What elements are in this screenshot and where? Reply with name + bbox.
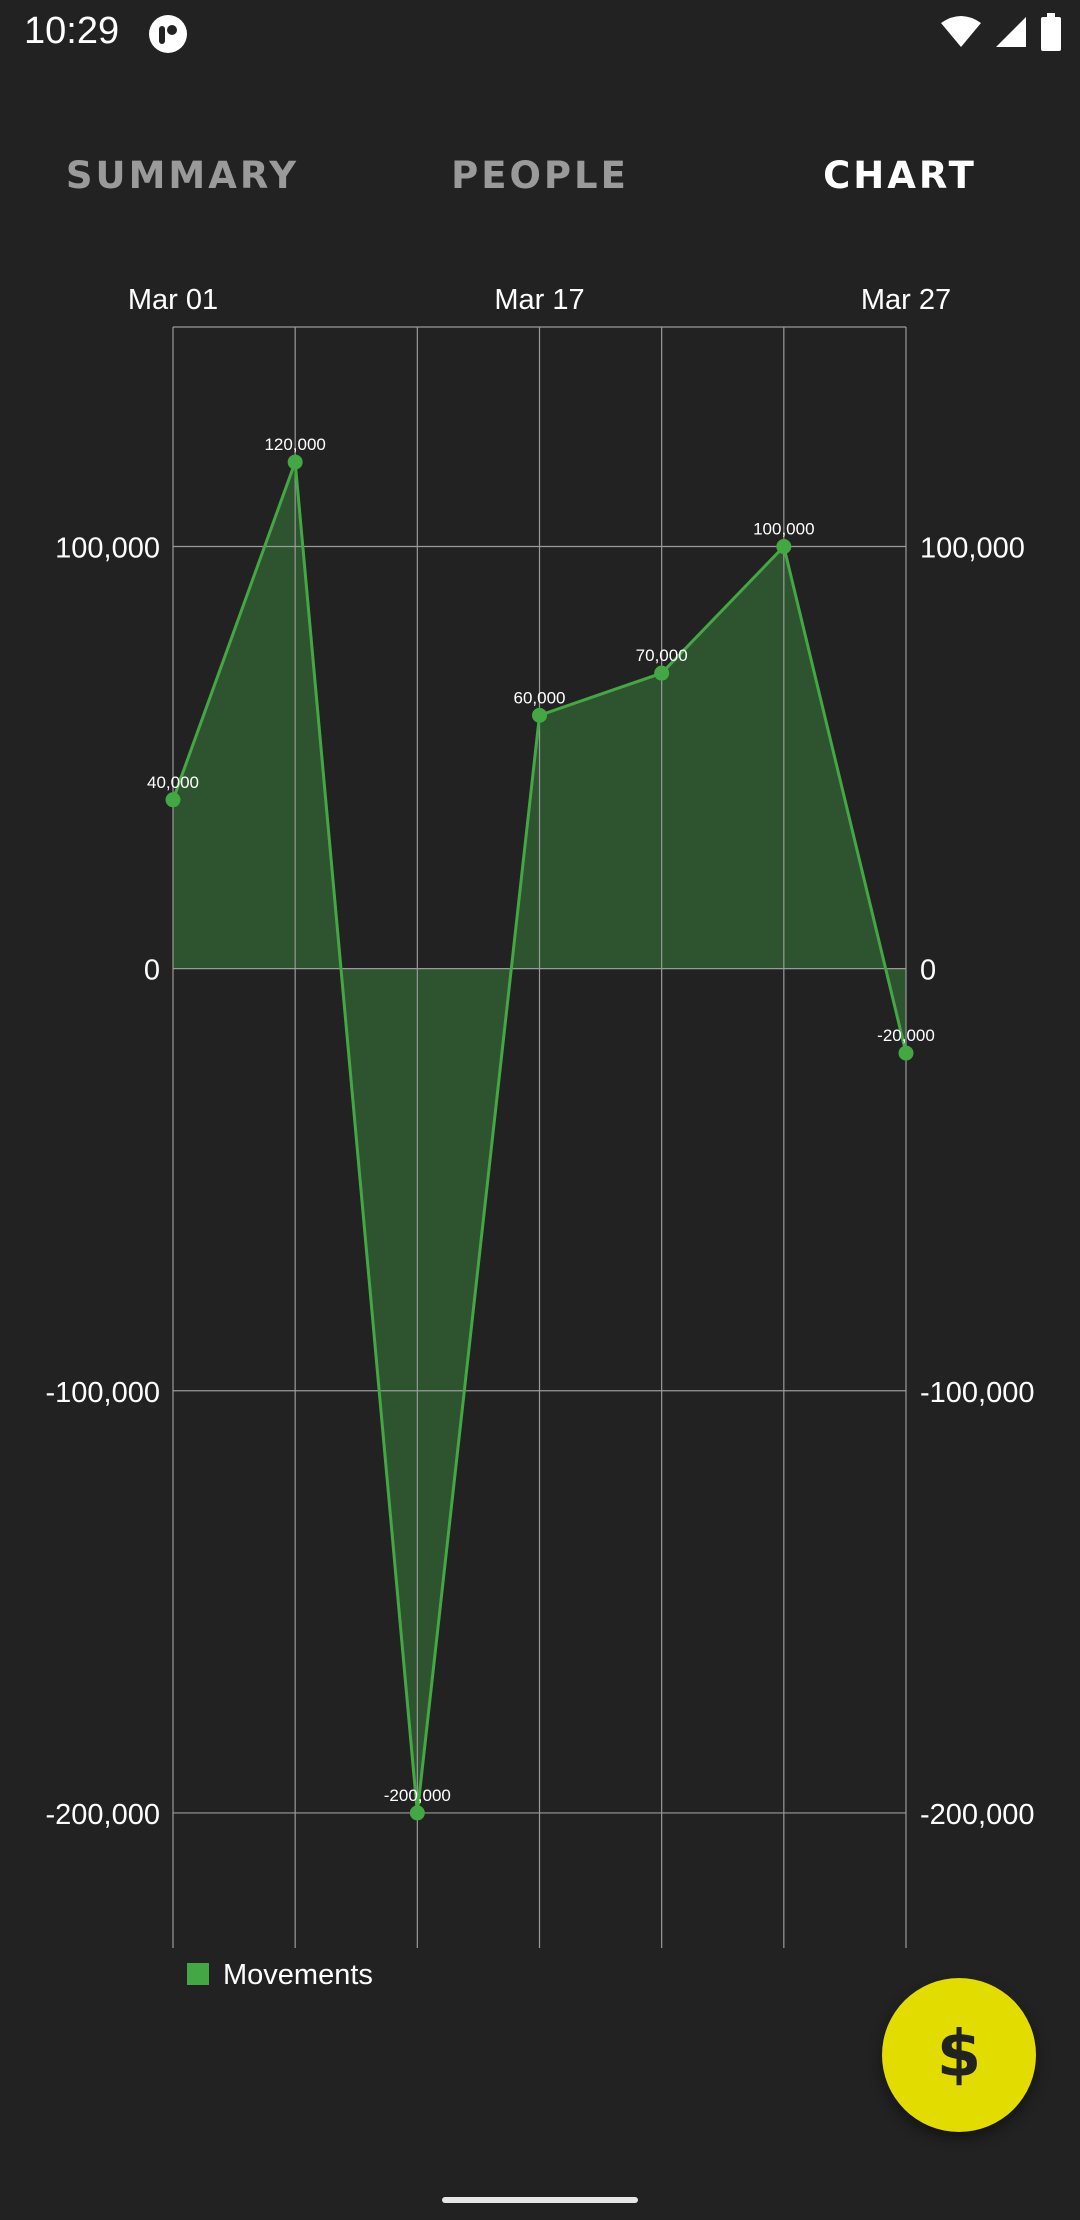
data-point — [898, 1045, 914, 1061]
data-point — [654, 665, 670, 681]
legend-label: Movements — [223, 1959, 373, 1991]
data-point — [532, 707, 547, 723]
legend-swatch — [187, 1963, 209, 1985]
data-label: 60,000 — [514, 688, 566, 707]
tab-people[interactable]: PEOPLE — [451, 154, 629, 197]
y-tick-label-right: -200,000 — [920, 1799, 1035, 1831]
y-tick-label-left: 100,000 — [55, 533, 160, 565]
data-label: -200,000 — [384, 1786, 451, 1805]
status-icons — [940, 12, 1062, 56]
app-notification-icon — [148, 14, 188, 54]
y-tick-label-right: 100,000 — [920, 533, 1025, 565]
battery-icon — [1040, 12, 1062, 56]
y-tick-label-left: -100,000 — [46, 1377, 161, 1409]
series-area-fill — [173, 462, 906, 1813]
tab-summary[interactable]: SUMMARY — [65, 154, 300, 197]
y-tick-label-left: -200,000 — [46, 1799, 161, 1831]
data-label: 120,000 — [264, 435, 325, 454]
dollar-icon: $ — [936, 2018, 982, 2092]
add-movement-button[interactable]: $ — [882, 1978, 1036, 2132]
y-tick-label-right: -100,000 — [920, 1377, 1035, 1409]
data-label: 100,000 — [753, 520, 814, 539]
data-point — [165, 792, 181, 808]
data-point — [287, 454, 303, 470]
cellular-signal-icon — [994, 15, 1028, 54]
data-label: -20,000 — [877, 1026, 935, 1045]
data-point — [409, 1805, 425, 1821]
gesture-nav-handle[interactable] — [442, 2197, 638, 2203]
x-tick-label: Mar 27 — [861, 284, 951, 316]
y-tick-label-right: 0 — [920, 955, 936, 987]
y-tick-label-left: 0 — [144, 955, 160, 987]
status-bar: 10:29 — [0, 0, 1080, 66]
x-tick-label: Mar 17 — [494, 284, 584, 316]
data-label: 40,000 — [147, 773, 199, 792]
data-label: 70,000 — [636, 646, 688, 665]
status-time: 10:29 — [24, 10, 120, 52]
tab-chart[interactable]: CHART — [823, 154, 977, 197]
wifi-icon — [940, 15, 982, 54]
x-tick-label: Mar 01 — [128, 284, 218, 316]
tab-bar: SUMMARY PEOPLE CHART — [0, 130, 1080, 222]
data-point — [776, 539, 792, 555]
